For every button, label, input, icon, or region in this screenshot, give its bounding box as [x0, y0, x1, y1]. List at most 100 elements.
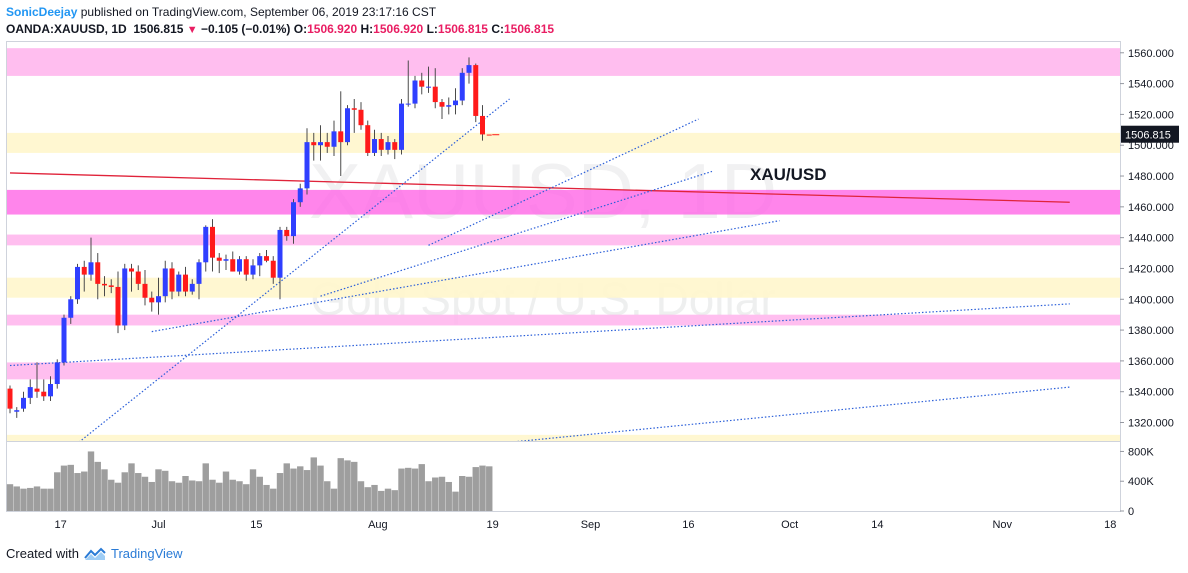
time-tick-label: 19 [487, 519, 499, 531]
volume-bar [101, 469, 108, 511]
volume-bar [182, 476, 189, 511]
candle-down [473, 65, 479, 116]
open-label: O: [293, 22, 308, 36]
time-tick-label: 15 [250, 519, 262, 531]
candle-up [291, 202, 296, 237]
price-tick-label: 1460.000 [1128, 202, 1174, 214]
candle-up [88, 262, 94, 275]
down-arrow-icon: ▼ [186, 24, 198, 36]
candle-up [453, 100, 458, 106]
dotted-trendline [516, 386, 1070, 441]
time-tick-label: Oct [781, 519, 798, 531]
volume-bar [74, 473, 81, 511]
candle-down [81, 266, 87, 275]
volume-bar [405, 467, 412, 511]
candle-up [318, 142, 323, 146]
volume-bar [135, 473, 142, 511]
candle-down [324, 142, 330, 147]
price-tick-label: 1400.000 [1128, 294, 1174, 306]
candle-up [203, 226, 209, 263]
volume-bar [222, 471, 230, 511]
price-change: −0.105 (−0.01%) [201, 22, 291, 36]
dotted-trendline [428, 118, 699, 246]
price-tick-label: 1480.000 [1128, 171, 1174, 183]
volume-bar [378, 490, 385, 511]
high-label: H: [360, 22, 374, 36]
price-tick-label: 1420.000 [1128, 263, 1174, 275]
zone-pink [7, 362, 1120, 380]
candle-up [223, 259, 229, 261]
volume-bar [243, 484, 250, 511]
candle-down [392, 142, 398, 150]
volume-bar [337, 458, 344, 511]
close-value: 1506.815 [503, 22, 555, 36]
volume-bar [27, 487, 34, 511]
candle-down [34, 388, 40, 392]
last-price-label: 1506.815 [1125, 130, 1171, 142]
created-with-text: Created with [6, 546, 79, 561]
volume-bar [229, 479, 236, 511]
volume-bar [479, 465, 486, 511]
dotted-trendline [151, 220, 780, 333]
candle-up [426, 86, 431, 88]
time-tick-label: 16 [682, 519, 694, 531]
candle-down [95, 262, 101, 284]
volume-bar [141, 476, 149, 511]
volume-bar [189, 480, 196, 511]
volume-bar [202, 463, 209, 511]
volume-bar [67, 464, 74, 511]
volume-bar [276, 473, 284, 511]
volume-bar [398, 468, 405, 511]
publish-line: SonicDeejay published on TradingView.com… [6, 5, 436, 19]
volume-bar [236, 481, 243, 511]
symbol-label[interactable]: OANDA:XAUUSD, 1D [6, 22, 127, 36]
volume-bar [391, 490, 398, 511]
candle-up [459, 72, 465, 101]
tradingview-link[interactable]: TradingView [110, 546, 183, 561]
candle-down [270, 260, 276, 278]
price-tick-label: 1500.000 [1128, 140, 1174, 152]
candle-down [210, 226, 215, 258]
zone-yellow [7, 434, 1120, 441]
close-label: C: [491, 22, 504, 36]
volume-bar [324, 481, 331, 511]
volume-bar [452, 491, 459, 511]
volume-bar [94, 461, 101, 511]
candle-up [412, 80, 418, 104]
candle-down [378, 139, 384, 150]
volume-bar [87, 451, 95, 511]
candle-up [156, 296, 161, 303]
price-tick-label: 1340.000 [1128, 387, 1174, 399]
chart-title: XAU/USD [750, 165, 827, 184]
high-value: 1506.920 [373, 22, 424, 36]
volume-bar [344, 460, 351, 511]
time-tick-label: 17 [55, 519, 67, 531]
candle-up [21, 397, 26, 409]
candle-up [304, 142, 310, 189]
tradingview-logo-icon [84, 547, 106, 560]
volume-bar [168, 481, 176, 511]
price-tick-label: 1380.000 [1128, 325, 1174, 337]
price-tick-label: 1320.000 [1128, 418, 1174, 430]
candle-down [284, 229, 290, 237]
candle-down [351, 108, 357, 110]
candle-down [115, 286, 121, 326]
candle-up [75, 266, 80, 300]
author-link[interactable]: SonicDeejay [6, 5, 78, 19]
candle-up [372, 139, 377, 153]
volume-bar [13, 486, 20, 511]
candle-down [358, 109, 364, 126]
volume-bar [54, 472, 61, 511]
open-value: 1506.920 [307, 22, 358, 36]
zone-pink [7, 48, 1120, 76]
volume-bar [297, 466, 304, 511]
volume-bar [155, 469, 162, 511]
candle-up [250, 265, 256, 275]
volume-bar [290, 468, 297, 511]
candle-down [169, 268, 175, 292]
candle-up [176, 274, 182, 292]
candle-down [183, 274, 188, 292]
candle-down [264, 256, 269, 261]
resistance-trendline [9, 172, 1070, 203]
